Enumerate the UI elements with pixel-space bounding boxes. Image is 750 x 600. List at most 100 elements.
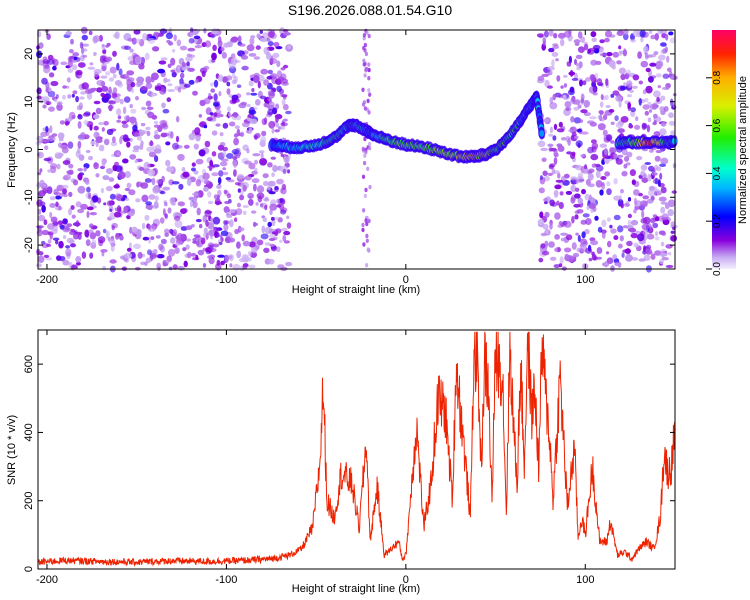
spectrogram-cell bbox=[621, 148, 628, 156]
spectrogram-cell bbox=[250, 246, 258, 254]
spectrogram-cell bbox=[58, 205, 62, 211]
spectrogram-cell bbox=[608, 60, 616, 68]
spectrogram-cell bbox=[73, 233, 79, 240]
spectrogram-cell bbox=[178, 183, 184, 190]
spectrogram-cell bbox=[631, 85, 638, 89]
spectrogram-cell bbox=[618, 100, 622, 108]
spectrogram-cell bbox=[254, 135, 258, 140]
spectrogram-cell bbox=[276, 60, 281, 68]
spectrogram-cell bbox=[218, 170, 224, 177]
spectrogram-cell bbox=[108, 104, 113, 112]
spectrogram-cell bbox=[183, 260, 188, 268]
spectrogram-cell bbox=[173, 215, 181, 221]
spectrogram-cell bbox=[638, 98, 642, 106]
spectrogram-cell bbox=[264, 196, 269, 200]
spectrogram-cell bbox=[640, 60, 649, 68]
spectrogram-cell bbox=[641, 210, 645, 219]
spectrogram-cell bbox=[650, 217, 656, 224]
spectrogram-cell bbox=[597, 115, 602, 120]
spectrogram-cell bbox=[151, 177, 156, 186]
spectrogram-cell bbox=[263, 79, 270, 86]
spectrogram-cell bbox=[600, 117, 605, 122]
spectrogram-cell bbox=[55, 201, 59, 207]
spectrogram-cell bbox=[211, 172, 219, 177]
spectrogram-cell bbox=[217, 177, 222, 185]
spectrogram-cell bbox=[635, 116, 639, 122]
spectrogram-cell bbox=[547, 66, 555, 71]
colorbar-tick-label: 0.6 bbox=[712, 118, 723, 132]
spectrogram-cell bbox=[72, 90, 78, 95]
spectrogram-cell bbox=[85, 239, 91, 247]
spectrogram-cell bbox=[257, 81, 261, 89]
spectrogram-cell bbox=[217, 254, 225, 258]
spectrogram-cell bbox=[663, 106, 669, 112]
colorbar-tick-label: 0.4 bbox=[712, 166, 723, 180]
spectrogram-cell bbox=[549, 256, 557, 261]
spectrogram-cell bbox=[632, 29, 641, 37]
spectrogram-cell bbox=[231, 94, 239, 101]
spectrogram-cell bbox=[86, 206, 94, 211]
spectrogram-cell bbox=[166, 166, 174, 173]
spectrogram-cell bbox=[267, 221, 273, 228]
spectrogram-cell bbox=[188, 133, 196, 141]
spectrogram-cell bbox=[203, 186, 209, 192]
spectrogram-cell bbox=[604, 157, 611, 164]
spectrogram-cell bbox=[550, 147, 557, 152]
spectrogram-cell bbox=[238, 102, 247, 109]
spectrogram-cell bbox=[213, 112, 218, 118]
spectrogram-cell bbox=[659, 163, 667, 167]
spectrogram-cell bbox=[596, 78, 603, 86]
spectrogram-cell bbox=[164, 228, 170, 235]
spectrogram-cell bbox=[41, 77, 48, 85]
spectrogram-cell bbox=[364, 187, 368, 193]
spectrogram-cell bbox=[96, 79, 104, 86]
spectrogram-cell bbox=[612, 90, 620, 96]
spectrogram-cell bbox=[151, 204, 159, 209]
spectrogram-cell bbox=[627, 197, 632, 202]
spectrogram-cell bbox=[138, 166, 145, 171]
spectrogram-cell bbox=[548, 47, 555, 53]
spectrogram-cell bbox=[50, 80, 59, 87]
spectrogram-cell bbox=[548, 133, 554, 137]
spectrogram-cell bbox=[252, 153, 261, 157]
spectrogram-cell bbox=[573, 117, 582, 124]
spectrogram-cell bbox=[169, 228, 174, 235]
spectrogram-cell bbox=[573, 203, 581, 208]
spectrogram-cell bbox=[253, 167, 258, 172]
spectrogram-cell bbox=[234, 182, 241, 186]
spectrogram-cell bbox=[52, 237, 60, 241]
spectrogram-cell bbox=[565, 190, 573, 195]
spectrogram-cell bbox=[620, 116, 629, 123]
spectrogram-cell bbox=[553, 32, 558, 39]
spectrogram-cell bbox=[126, 141, 131, 148]
spectrogram-cell bbox=[172, 264, 178, 270]
spectrogram-cell bbox=[55, 239, 59, 245]
spectrogram-cell bbox=[148, 151, 156, 158]
spectrogram-cell bbox=[242, 204, 249, 209]
spectrogram-cell bbox=[112, 136, 116, 144]
spectrogram-cell bbox=[276, 85, 282, 93]
spectrogram-cell bbox=[570, 152, 576, 159]
spectrogram-cell bbox=[367, 33, 371, 39]
spectrogram-cell bbox=[93, 100, 101, 105]
spectrogram-cell bbox=[588, 202, 596, 209]
spectrogram-cell bbox=[641, 223, 650, 231]
spectrogram-cell bbox=[211, 151, 217, 157]
spectrogram-cell bbox=[137, 251, 143, 259]
spectrogram-cell bbox=[160, 132, 168, 138]
spectrogram-cell bbox=[364, 68, 368, 73]
colorbar-gradient bbox=[712, 30, 736, 269]
spectrogram-cell bbox=[587, 173, 594, 181]
spectrogram-cell bbox=[631, 179, 636, 186]
colorbar-tick-label: 0.0 bbox=[712, 262, 723, 276]
spectrogram-cell bbox=[361, 146, 365, 152]
spectrogram-cell bbox=[604, 261, 609, 268]
spectrogram-cell bbox=[182, 247, 187, 252]
spectrogram-cell bbox=[209, 247, 217, 253]
spectrogram-cell bbox=[571, 77, 579, 81]
spectrogram-cell bbox=[102, 175, 110, 181]
spectrogram-cell bbox=[85, 88, 93, 94]
spectrogram-cell bbox=[252, 237, 258, 242]
spectrogram-cell bbox=[175, 64, 183, 73]
spectrogram-cell bbox=[213, 193, 218, 200]
